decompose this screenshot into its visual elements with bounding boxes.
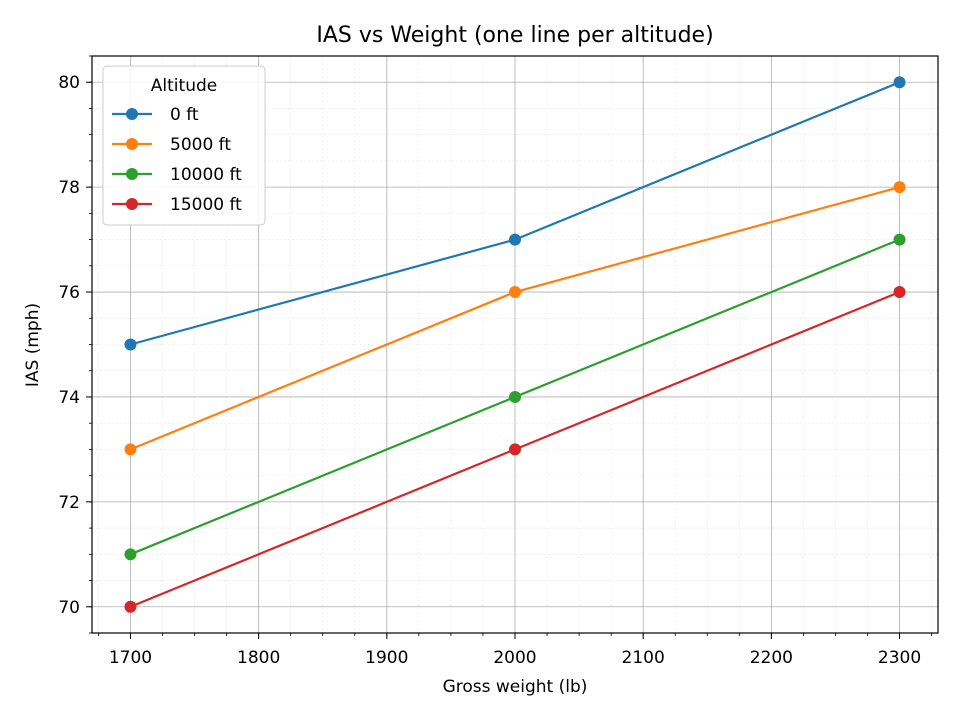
series-layer — [124, 76, 906, 613]
y-tick-label: 78 — [58, 178, 80, 198]
x-tick-label: 1700 — [109, 648, 152, 668]
y-tick-label: 74 — [58, 388, 80, 408]
legend-marker — [126, 108, 138, 120]
legend-items: 0 ft 5000 ft 10000 ft 15000 ft — [112, 105, 242, 215]
legend-marker — [126, 168, 138, 180]
x-tick-label: 2200 — [750, 648, 793, 668]
legend-marker — [126, 138, 138, 150]
data-point — [893, 233, 906, 246]
legend-title: Altitude — [151, 76, 217, 96]
legend-label: 5000 ft — [170, 135, 231, 155]
legend-label: 0 ft — [170, 105, 199, 125]
data-point — [893, 286, 906, 299]
legend-label: 10000 ft — [170, 165, 242, 185]
x-tick-label: 1900 — [365, 648, 408, 668]
x-tick-label: 1800 — [237, 648, 280, 668]
data-point — [509, 390, 521, 403]
x-tick-label: 2000 — [493, 648, 536, 668]
chart-title: IAS vs Weight (one line per altitude) — [316, 23, 713, 48]
legend: Altitude 0 ft 5000 ft 10000 ft 15000 ft — [102, 65, 266, 226]
legend-label: 15000 ft — [170, 195, 242, 215]
legend-frame — [102, 65, 266, 226]
data-point — [124, 548, 137, 561]
y-tick-label: 70 — [58, 598, 80, 618]
data-point — [124, 443, 137, 456]
y-tick-label: 76 — [58, 283, 80, 303]
data-point — [509, 443, 521, 456]
x-tick-label: 2100 — [622, 648, 665, 668]
legend-marker — [126, 198, 138, 210]
data-point — [893, 181, 906, 194]
x-axis-ticks: 1700 1800 1900 2000 2100 2200 2300 — [98, 633, 932, 668]
data-point — [509, 286, 521, 299]
data-point — [893, 76, 906, 89]
y-axis-label: IAS (mph) — [23, 303, 43, 387]
x-axis-label: Gross weight (lb) — [443, 677, 588, 697]
x-tick-label: 2300 — [878, 648, 921, 668]
data-point — [509, 233, 521, 246]
y-tick-label: 80 — [58, 73, 80, 93]
data-point — [124, 338, 137, 351]
y-axis-ticks: 70 72 74 76 78 80 — [58, 55, 92, 634]
data-point — [124, 600, 137, 613]
y-tick-label: 72 — [58, 493, 80, 513]
